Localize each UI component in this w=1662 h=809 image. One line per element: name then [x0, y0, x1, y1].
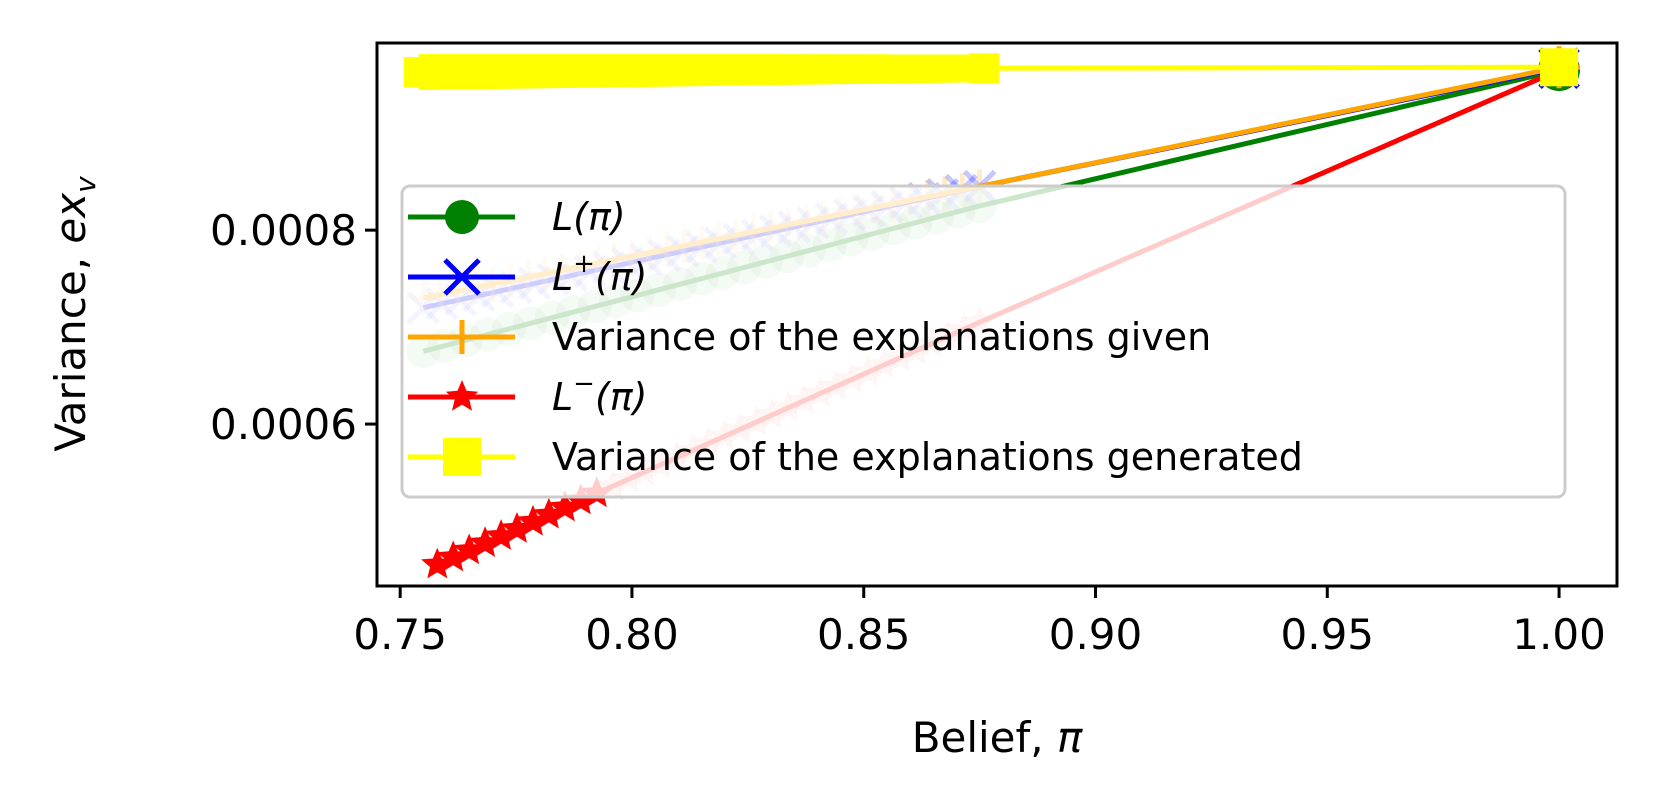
x-axis: 0.75 0.80 0.85 0.90 0.95 1.00 [353, 586, 1606, 659]
series-point [548, 490, 581, 522]
legend-entry: Variance of the explanations given [408, 315, 1211, 359]
y-tick-label: 0.0006 [210, 400, 357, 449]
legend-swatch-marker [443, 438, 481, 476]
legend-swatch-marker [445, 200, 479, 234]
series-point [532, 497, 566, 529]
series-point [564, 483, 597, 515]
legend-label: Variance of the explanations given [552, 315, 1211, 359]
legend-label: L−(π) [552, 369, 648, 419]
legend-entry: L(π) [408, 195, 626, 239]
legend-entry: L+(π) [408, 249, 648, 299]
legend-swatch-marker [443, 258, 481, 296]
x-tick-label: 0.95 [1281, 610, 1375, 659]
series-point [437, 540, 470, 572]
y-tick-label: 0.0008 [210, 206, 357, 255]
series-point [516, 504, 550, 536]
x-tick-label: 0.75 [353, 610, 447, 659]
axes-frame [375, 41, 1619, 588]
y-axis-label: Variance, exv [46, 176, 102, 452]
series-band [418, 54, 985, 91]
x-tick-label: 1.00 [1512, 610, 1606, 659]
series-endpoint [1540, 48, 1579, 87]
series-point [484, 519, 518, 550]
legend-box [400, 184, 1567, 499]
legend-entry: Variance of the explanations generated [408, 435, 1303, 479]
series-point [453, 533, 486, 565]
x-tick-label: 0.90 [1049, 610, 1143, 659]
legend-entry: L−(π) [408, 369, 648, 419]
series-4 [403, 48, 1579, 91]
legend-label: L+(π) [552, 249, 648, 299]
legend-swatch-marker [445, 380, 479, 411]
legend: L(π) L+(π) Variance of the explanations gi… [400, 184, 1567, 499]
x-axis-label: Belief, π [912, 713, 1083, 762]
legend-label: L(π) [552, 195, 626, 239]
series-point [421, 547, 454, 579]
legend-swatch-marker [445, 320, 479, 354]
y-axis: 0.0006 0.0008 [210, 206, 377, 449]
series-point [500, 512, 534, 543]
series-point [468, 526, 502, 557]
x-tick-label: 0.85 [817, 610, 911, 659]
legend-label: Variance of the explanations generated [552, 435, 1303, 479]
x-tick-label: 0.80 [585, 610, 679, 659]
